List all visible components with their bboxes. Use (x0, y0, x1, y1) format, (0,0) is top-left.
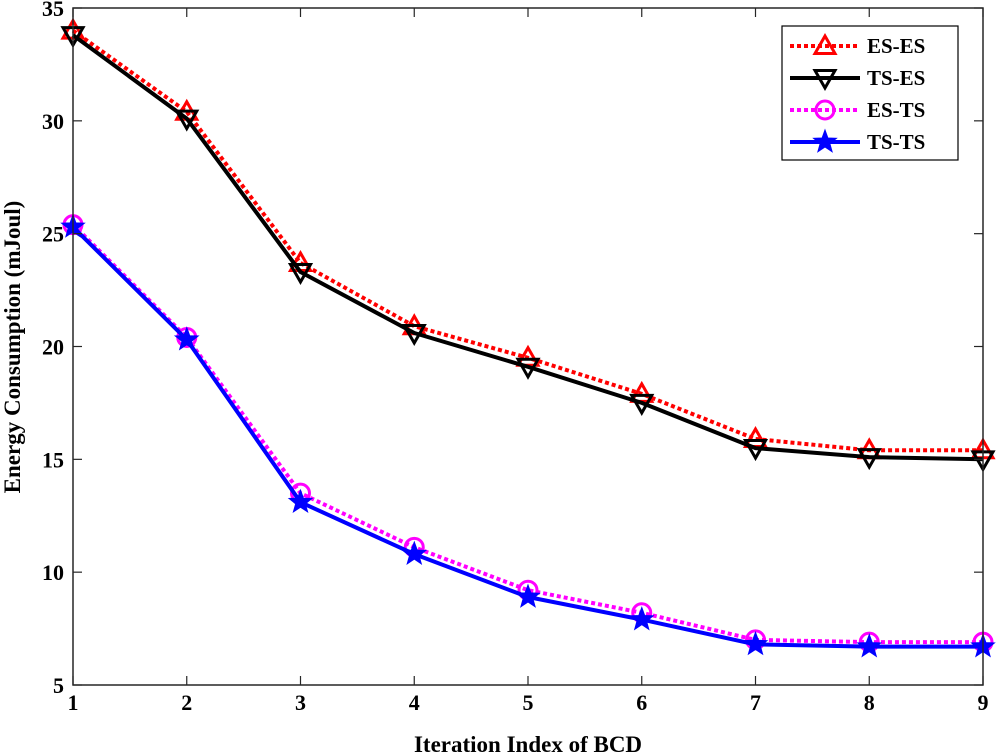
legend-box (781, 25, 959, 161)
y-axis-label: Energy Consumption (mJoul) (0, 201, 25, 494)
y-tick-label: 5 (53, 673, 64, 698)
tick-layer: 1 2 3 4 5 6 7 8 9 5 10 15 20 25 30 35 (42, 0, 989, 715)
y-tick-label: 25 (42, 222, 64, 247)
point-ts-es (287, 263, 314, 286)
point-ts-es (629, 393, 655, 416)
series-line-es-ts (71, 223, 983, 645)
point-ts-ts (515, 583, 541, 608)
x-tick-label: 6 (636, 690, 647, 715)
y-tick-label: 30 (42, 109, 64, 134)
point-ts-ts (287, 488, 314, 514)
x-axis-label: Iteration Index of BCD (414, 732, 642, 755)
point-ts-es (742, 439, 769, 462)
x-tick-label: 9 (978, 690, 989, 715)
y-tick-label: 10 (42, 560, 64, 585)
y-tick-label: 20 (42, 335, 64, 360)
point-ts-ts (173, 326, 200, 351)
legend-marker-es-ts (814, 99, 836, 121)
legend-marker-ts-es (812, 69, 838, 92)
y-tick-label: 15 (42, 447, 64, 472)
x-tick-label: 8 (864, 690, 875, 715)
x-tick-label: 7 (750, 690, 761, 715)
point-ts-ts (628, 606, 655, 631)
legend-label-es-ts: ES-TS (867, 98, 925, 122)
point-ts-ts (742, 630, 769, 656)
point-ts-ts (401, 540, 428, 565)
x-tick-label: 1 (68, 690, 79, 715)
series-ts-ts (60, 213, 996, 658)
legend-marker-es-es (812, 32, 838, 55)
point-ts-es (401, 323, 427, 346)
series-line-ts-es (71, 33, 984, 462)
legend: ES-ES TS-ES ES-TS TS-TS (781, 25, 959, 161)
x-tick-label: 4 (409, 690, 420, 715)
legend-label-ts-es: TS-ES (867, 66, 925, 90)
legend-marker-ts-ts (812, 128, 838, 153)
x-tick-label: 5 (523, 690, 534, 715)
y-tick-label: 35 (42, 0, 64, 21)
point-ts-ts (856, 633, 883, 658)
series-line-es-es (71, 28, 983, 453)
legend-label-ts-ts: TS-TS (867, 130, 925, 154)
point-ts-es (515, 357, 541, 380)
point-ts-es (174, 109, 200, 132)
legend-label-es-es: ES-ES (867, 34, 925, 58)
x-tick-label: 2 (181, 690, 192, 715)
x-tick-label: 3 (295, 690, 306, 715)
point-ts-es (856, 448, 882, 471)
